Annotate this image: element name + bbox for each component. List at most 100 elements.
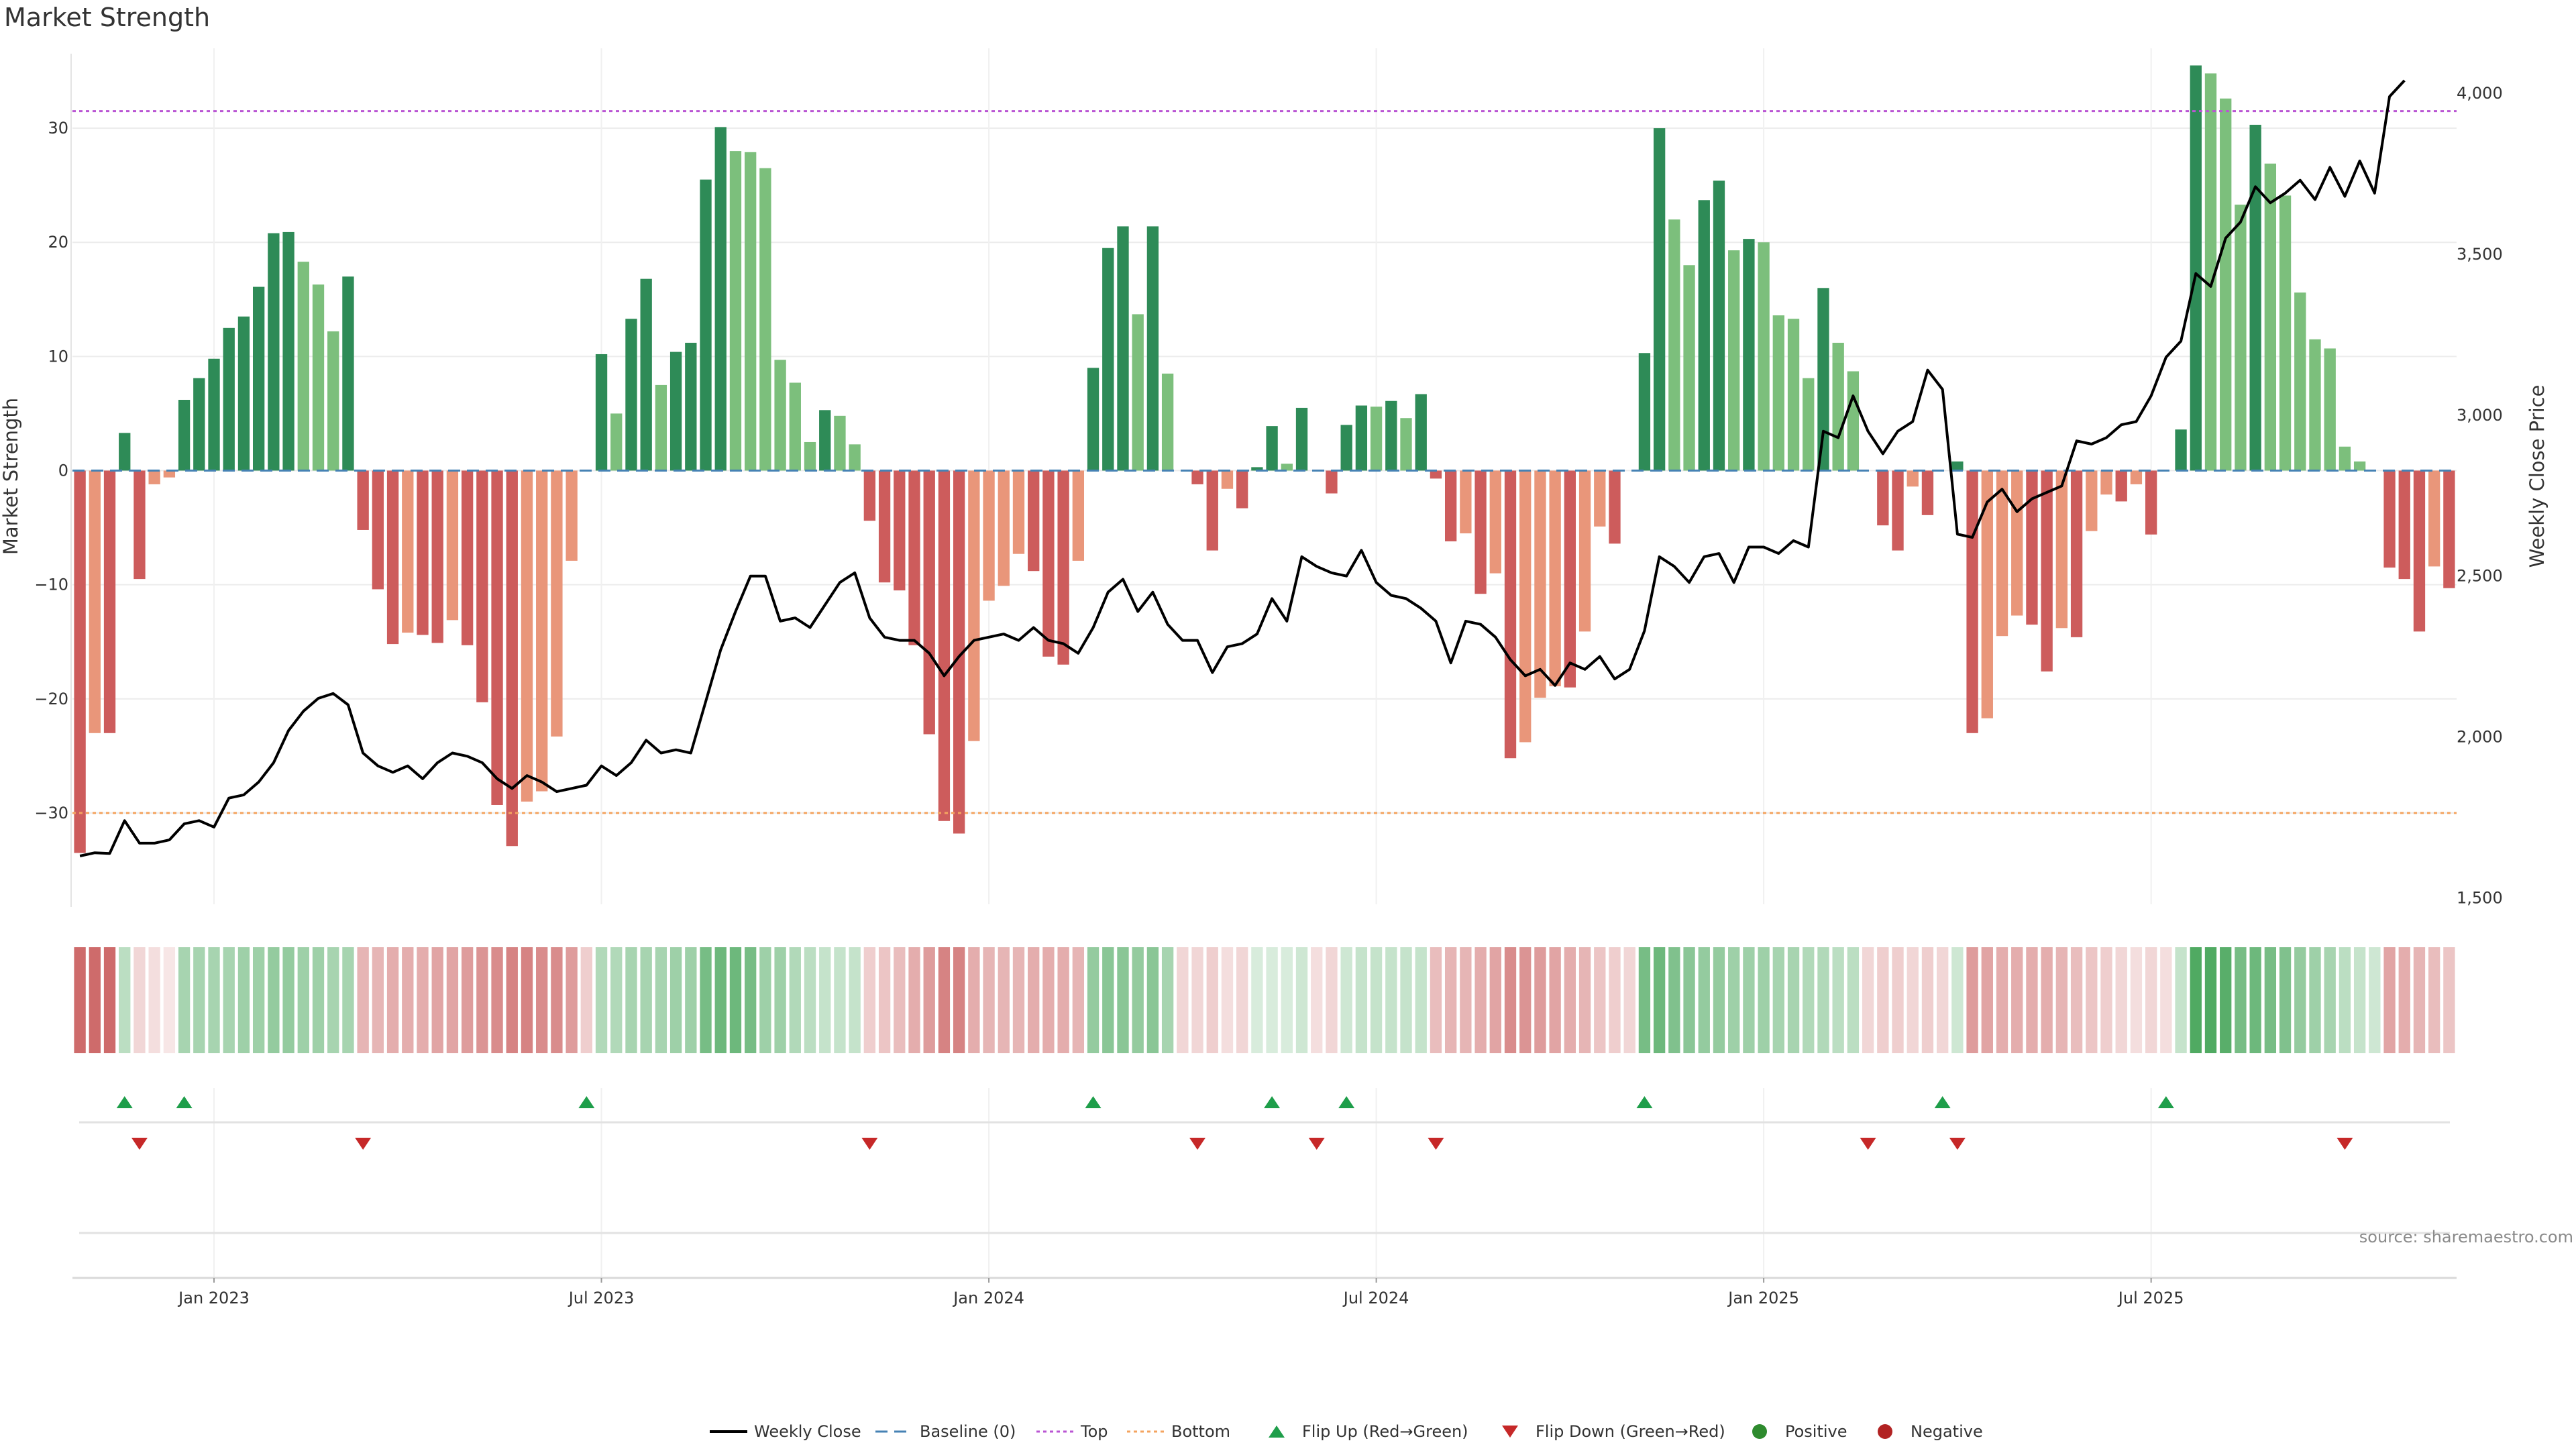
heat-cell bbox=[2369, 947, 2381, 1053]
strength-bar bbox=[1340, 425, 1352, 471]
heat-cell bbox=[103, 947, 116, 1053]
strength-bar bbox=[2279, 195, 2292, 471]
heat-cell bbox=[1847, 947, 1860, 1053]
strength-bar bbox=[1743, 239, 1755, 471]
heat-cell bbox=[1102, 947, 1114, 1053]
strength-bar bbox=[968, 470, 980, 741]
heat-cell bbox=[1161, 947, 1174, 1053]
strength-bar bbox=[1981, 470, 1993, 718]
strength-bar bbox=[506, 470, 518, 847]
strength-bar bbox=[700, 179, 712, 471]
strength-bar bbox=[1474, 470, 1487, 594]
strength-bar bbox=[1504, 470, 1517, 759]
strength-bar bbox=[193, 378, 205, 471]
y2-tick-label: 3,000 bbox=[2457, 406, 2503, 425]
heat-cell bbox=[446, 947, 459, 1053]
heat-cell bbox=[1578, 947, 1591, 1053]
strength-bar bbox=[2115, 470, 2127, 502]
strength-bar bbox=[685, 342, 697, 471]
strength-bar bbox=[878, 470, 891, 583]
heat-cell bbox=[133, 947, 146, 1053]
strength-bar bbox=[1564, 470, 1576, 688]
strength-bar bbox=[491, 470, 503, 805]
heat-cell bbox=[774, 947, 786, 1053]
flip-up-marker bbox=[1264, 1096, 1281, 1108]
heat-cell bbox=[2279, 947, 2292, 1053]
strength-bar bbox=[2175, 429, 2187, 471]
heat-cell bbox=[2055, 947, 2068, 1053]
strength-bar bbox=[1803, 378, 1815, 471]
heat-cell bbox=[2026, 947, 2038, 1053]
strength-bar bbox=[2249, 124, 2261, 471]
heat-cell bbox=[163, 947, 176, 1053]
strength-bar bbox=[2100, 470, 2112, 495]
strength-bar bbox=[1042, 470, 1055, 657]
strength-bar bbox=[1191, 470, 1203, 484]
strength-bar bbox=[1832, 342, 1844, 471]
strength-bar bbox=[2413, 470, 2426, 632]
strength-bar bbox=[2204, 73, 2217, 471]
strength-bar bbox=[133, 470, 146, 580]
heat-cell bbox=[1683, 947, 1695, 1053]
strength-bar bbox=[1578, 470, 1591, 632]
strength-bar bbox=[1683, 265, 1695, 471]
strength-bar bbox=[745, 152, 757, 471]
strength-bar bbox=[372, 470, 384, 590]
strength-bar bbox=[2070, 470, 2083, 637]
heat-cell bbox=[938, 947, 951, 1053]
strength-bar bbox=[804, 441, 816, 471]
strength-bar bbox=[849, 444, 861, 471]
y2-tick-label: 4,000 bbox=[2457, 84, 2503, 103]
heat-cell bbox=[700, 947, 712, 1053]
x-tick-label: Jan 2025 bbox=[1727, 1289, 1799, 1307]
heat-cell bbox=[1370, 947, 1383, 1053]
strength-bar bbox=[1460, 470, 1472, 534]
heat-cell bbox=[252, 947, 265, 1053]
strength-bar bbox=[1102, 248, 1114, 471]
strength-bar bbox=[1430, 470, 1442, 479]
heat-cell bbox=[536, 947, 548, 1053]
heat-cell bbox=[1728, 947, 1740, 1053]
strength-bar bbox=[938, 470, 951, 821]
strength-bar bbox=[417, 470, 429, 635]
strength-bar bbox=[1668, 219, 1680, 471]
heat-cell bbox=[1132, 947, 1144, 1053]
strength-bar bbox=[714, 127, 727, 471]
heat-cell bbox=[1907, 947, 1919, 1053]
flip-down-marker bbox=[1428, 1138, 1444, 1150]
heat-cell bbox=[1028, 947, 1040, 1053]
heat-cell bbox=[551, 947, 563, 1053]
strength-bar bbox=[1728, 250, 1740, 471]
strength-bar bbox=[1266, 426, 1278, 471]
strength-bar bbox=[983, 470, 995, 601]
heat-cell bbox=[819, 947, 831, 1053]
heat-cell bbox=[1340, 947, 1352, 1053]
heat-cell bbox=[223, 947, 235, 1053]
strength-bar bbox=[1385, 400, 1397, 471]
heat-cell bbox=[1564, 947, 1576, 1053]
strength-bar bbox=[2130, 470, 2143, 484]
strength-bar bbox=[461, 470, 474, 645]
heat-cell bbox=[953, 947, 965, 1053]
strength-bar bbox=[923, 470, 935, 735]
strength-bar bbox=[2428, 470, 2440, 567]
strength-bar bbox=[863, 470, 876, 521]
heat-cell bbox=[640, 947, 652, 1053]
strength-bar bbox=[2443, 470, 2455, 588]
strength-bar bbox=[1787, 319, 1800, 471]
heat-cell bbox=[2145, 947, 2157, 1053]
y2-tick-label: 3,500 bbox=[2457, 245, 2503, 264]
strength-bar bbox=[431, 470, 443, 643]
heat-cell bbox=[1295, 947, 1308, 1053]
source-note: source: sharemaestro.com bbox=[2359, 1228, 2573, 1246]
strength-bar bbox=[2324, 348, 2336, 471]
x-tick-label: Jan 2023 bbox=[177, 1289, 250, 1307]
heat-cell bbox=[1281, 947, 1293, 1053]
heat-cell bbox=[1877, 947, 1889, 1053]
heat-cell bbox=[2100, 947, 2112, 1053]
heat-cell bbox=[1713, 947, 1725, 1053]
strength-bar bbox=[2398, 470, 2410, 580]
flip-down-marker bbox=[131, 1138, 148, 1150]
y2-tick-label: 2,000 bbox=[2457, 728, 2503, 747]
